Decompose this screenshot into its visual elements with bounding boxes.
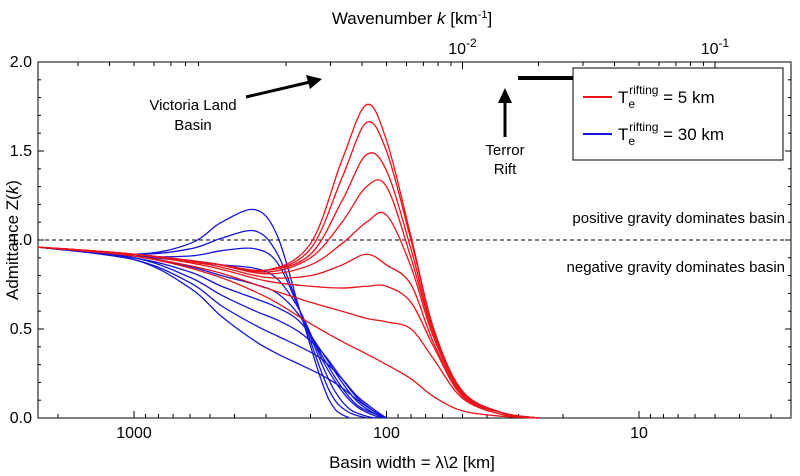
series-line-blue — [37, 208, 350, 419]
series-line-red — [37, 246, 539, 419]
series-line-blue — [37, 246, 387, 419]
y-tick-label: 2.0 — [10, 54, 32, 71]
series-line-blue — [37, 229, 367, 419]
series-line-blue — [37, 246, 387, 419]
annotation-positive-gravity: positive gravity dominates basin — [572, 210, 785, 227]
series-line-red — [37, 246, 539, 419]
legend-label-30km: Terifting = 30 km — [618, 120, 724, 148]
annotation-victoria-basin: Basin — [174, 117, 212, 134]
bottom-axis-title: Basin width = λ\2 [km] — [329, 453, 495, 472]
annotation-rift: Rift — [494, 161, 517, 178]
victoria-arrow-icon — [245, 75, 322, 99]
x-top-tick-label: 10-1 — [701, 36, 730, 58]
annotation-victoria-land: Victoria Land — [149, 97, 236, 114]
series-line-blue — [37, 246, 387, 419]
x-bottom-tick-label: 100 — [373, 425, 400, 442]
series-line-red — [37, 246, 539, 419]
x-top-tick-label: 10-2 — [448, 36, 477, 58]
annotation-terror: Terror — [485, 142, 524, 159]
y-tick-label: 1.0 — [10, 232, 32, 249]
legend: Terifting = 5 km Terifting = 30 km — [572, 67, 784, 161]
series-line-red — [37, 246, 539, 419]
y-tick-label: 0.0 — [10, 410, 32, 427]
y-tick-label: 0.5 — [10, 321, 32, 338]
legend-label-5km: Terifting = 5 km — [618, 83, 715, 111]
top-axis-title: Wavenumber k [km-1] — [332, 9, 492, 28]
series-line-blue — [37, 246, 387, 419]
terror-arrow-icon — [498, 88, 512, 137]
series-line-red — [37, 211, 539, 419]
x-bottom-tick-label: 10 — [630, 425, 648, 442]
series-line-blue — [37, 246, 387, 419]
series-lines — [37, 103, 539, 419]
x-bottom-tick-label: 1000 — [116, 425, 152, 442]
annotation-negative-gravity: negative gravity dominates basin — [567, 259, 785, 276]
y-axis-title: Admittance Z(k) — [3, 180, 22, 300]
legend-box — [572, 67, 784, 161]
y-tick-label: 1.5 — [10, 143, 32, 160]
